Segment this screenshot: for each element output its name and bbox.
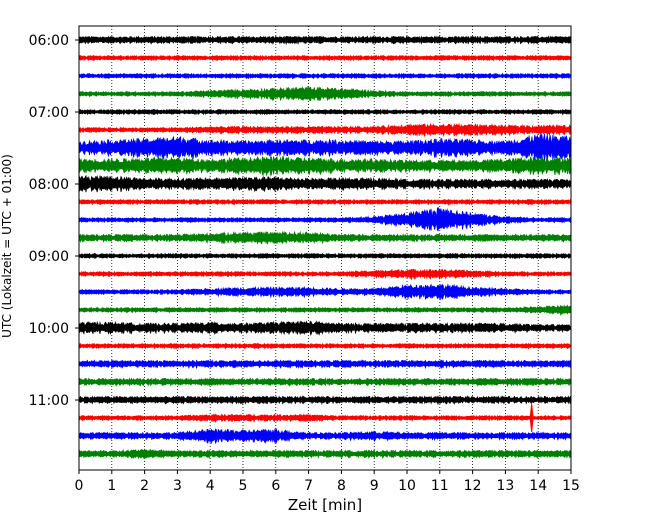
trace-09:15 — [78, 268, 571, 281]
trace-spike-0 — [529, 403, 534, 433]
x-tick-label-12: 12 — [464, 478, 482, 494]
x-tick-label-13: 13 — [496, 478, 514, 494]
trace-09:45 — [78, 304, 571, 316]
trace-08:15 — [78, 198, 571, 206]
x-tick-label-7: 7 — [304, 478, 313, 494]
grid-lines — [111, 26, 539, 470]
x-tick-label-6: 6 — [271, 478, 280, 494]
x-axis: 0 1 2 3 4 5 6 7 8 9 10 11 12 13 14 15 — [75, 470, 580, 494]
trace-11:15 — [78, 413, 571, 424]
trace-10:00 — [78, 320, 571, 336]
trace-11:45 — [78, 448, 571, 460]
x-axis-title: Zeit [min] — [288, 496, 362, 514]
trace-06:30 — [78, 72, 571, 80]
x-tick-label-11: 11 — [431, 478, 449, 494]
y-axis: 06:00 07:00 08:00 09:00 10:00 11:00 — [29, 33, 79, 409]
trace-07:15 — [78, 122, 571, 138]
trace-08:30 — [78, 206, 571, 232]
x-tick-label-14: 14 — [529, 478, 547, 494]
trace-07:00 — [78, 108, 571, 116]
y-tick-label-06:00: 06:00 — [29, 33, 69, 49]
trace-07:30 — [78, 133, 571, 163]
trace-10:15 — [78, 342, 571, 350]
y-axis-title: UTC (Lokalzeit = UTC + 01:00) — [0, 154, 14, 338]
trace-11:00 — [78, 395, 571, 406]
trace-11:30 — [78, 428, 571, 445]
y-tick-label-11:00: 11:00 — [29, 393, 69, 409]
x-tick-label-1: 1 — [107, 478, 116, 494]
trace-06:45 — [78, 85, 571, 102]
trace-09:00 — [78, 252, 571, 260]
traces — [78, 35, 571, 460]
x-tick-label-0: 0 — [75, 478, 84, 494]
y-tick-label-10:00: 10:00 — [29, 321, 69, 337]
trace-08:45 — [78, 230, 571, 245]
x-tick-label-8: 8 — [337, 478, 346, 494]
trace-08:00 — [78, 174, 571, 193]
x-tick-label-3: 3 — [173, 478, 182, 494]
trace-06:15 — [78, 54, 571, 62]
x-tick-label-9: 9 — [370, 478, 379, 494]
x-tick-label-4: 4 — [206, 478, 215, 494]
y-tick-label-09:00: 09:00 — [29, 249, 69, 265]
trace-09:30 — [78, 283, 571, 301]
trace-10:45 — [78, 377, 571, 388]
x-tick-label-2: 2 — [140, 478, 149, 494]
trace-06:00 — [78, 35, 571, 46]
x-tick-label-10: 10 — [398, 478, 416, 494]
y-tick-label-08:00: 08:00 — [29, 177, 69, 193]
x-tick-label-15: 15 — [562, 478, 580, 494]
x-tick-label-5: 5 — [239, 478, 248, 494]
trace-07:45 — [78, 156, 571, 177]
plot-frame — [78, 25, 572, 471]
y-tick-label-07:00: 07:00 — [29, 105, 69, 121]
trace-10:30 — [78, 359, 571, 370]
